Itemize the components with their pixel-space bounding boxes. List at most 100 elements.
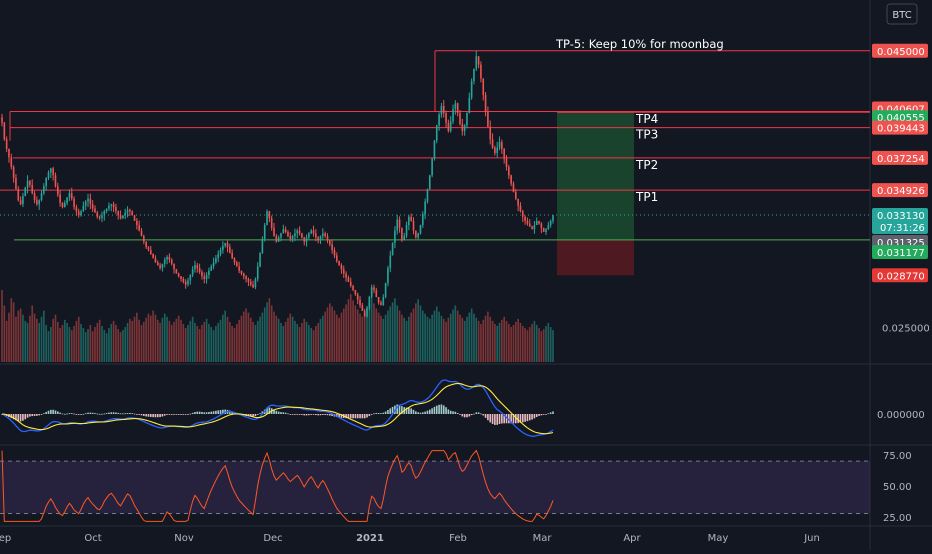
macd-histogram-bar [368,414,371,417]
volume-bar [242,311,245,362]
candle [270,218,273,228]
candle [424,201,426,214]
macd-histogram-bar [535,414,538,417]
candle [189,274,192,281]
candle [38,200,41,205]
volume-bar [326,307,329,362]
macd-histogram-bar [447,409,450,414]
macd-histogram-bar [494,414,496,425]
candle [373,287,375,291]
volume-bar [80,323,82,362]
macd-histogram-bar [43,413,45,415]
candle [319,236,322,241]
volume-bar [484,315,487,362]
candle [545,229,547,232]
macd-histogram-bar [138,414,140,415]
volume-bar [324,311,326,362]
macd-histogram-bar [24,414,27,420]
candle [535,220,538,226]
volume-bar [256,320,259,362]
candle [233,258,236,263]
x-tick-label: Mar [533,533,553,544]
macd-histogram-bar [308,414,310,416]
candle [533,225,536,230]
volume-bar [238,319,240,362]
macd-histogram-bar [382,412,385,414]
candle [133,215,136,221]
volume-bar [491,320,494,362]
volume-bar [143,321,145,362]
volume-bar [131,320,134,362]
candle [177,273,180,277]
macd-histogram-bar [156,414,159,418]
candle [54,175,57,187]
symbol-badge[interactable]: BTC [886,3,918,25]
candle [196,265,199,268]
volume-bar [22,314,24,362]
macd-histogram-bar [405,407,408,414]
candle [75,207,78,212]
candle [494,147,496,154]
candle [428,175,431,190]
volume-bar [549,327,552,362]
tp-label-tp1: TP1 [635,190,658,204]
macd-histogram-bar [477,412,480,414]
candle [345,273,347,278]
candle [161,263,164,268]
volume-bar [101,326,103,362]
macd-histogram-bar [324,414,326,415]
candle [466,113,468,126]
macd-histogram-bar [52,409,54,414]
macd-histogram-bar [152,414,154,418]
candle [475,56,478,69]
macd-histogram-bar [505,414,508,424]
macd-histogram-bar [396,404,399,414]
macd-histogram-bar [401,406,403,414]
price-badge-bg [872,120,928,135]
candle [417,233,419,238]
candle [163,259,166,264]
macd-histogram-bar [140,414,143,416]
candle [236,262,238,267]
macd-histogram-bar [66,413,68,415]
candle [419,225,422,234]
candle [305,237,308,242]
candle [96,212,99,217]
macd-histogram-bar [312,414,315,415]
volume-bar [419,305,422,362]
x-tick-label: Jun [803,533,820,544]
price-badge-text: 0.031325 [877,238,925,249]
macd-histogram-bar [133,413,136,415]
candle [110,204,113,206]
volume-bar [219,319,222,362]
candle [245,276,247,279]
macd-histogram-bar [40,414,43,415]
volume-bar [389,306,392,362]
macd-histogram-bar [361,414,364,419]
volume-bar [161,317,164,362]
candle [361,305,364,311]
candle [115,207,117,212]
candle [8,148,10,158]
macd-histogram-bar [340,414,343,418]
macd-histogram-bar [322,414,324,415]
candle [528,223,531,227]
volume-bar [356,309,359,362]
candle [382,296,385,306]
macd-histogram-bar [531,414,533,420]
candle [312,230,315,234]
volume-bar [547,322,550,362]
macd-histogram-bar [180,414,182,415]
volume-bar [33,313,36,362]
volume-bar [415,303,417,362]
macd-histogram-bar [166,414,168,415]
macd-histogram-bar [161,414,164,417]
candle [452,108,454,122]
volume-bar [352,300,354,362]
volume-bar [119,332,122,362]
candle [491,139,494,148]
candle [531,226,533,230]
candle [203,276,206,279]
